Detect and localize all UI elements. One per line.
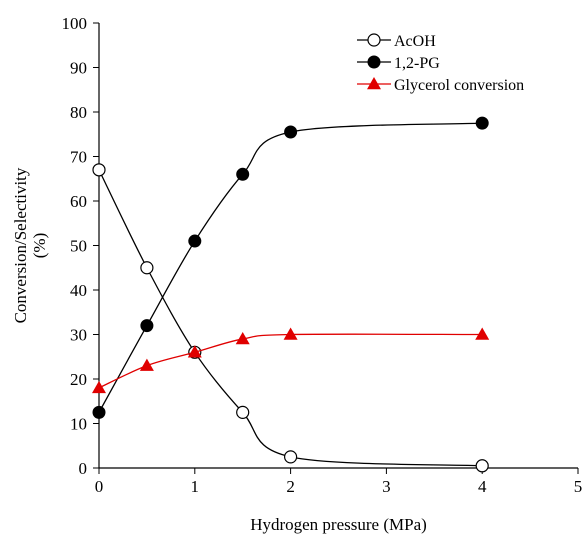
legend-label-1-2-pg: 1,2-PG [394,55,440,72]
y-tick-label: 20 [70,370,87,389]
data-point-glycerol-conversion [475,327,490,340]
x-tick-label: 3 [382,477,391,496]
data-point-1-2-pg [284,125,298,139]
y-tick-label: 30 [70,326,87,345]
data-point-acoh [284,450,298,464]
series-line-1-2-pg [98,122,483,413]
y-tick-label: 10 [70,415,87,434]
legend-label-glycerol-conversion: Glycerol conversion [394,77,524,94]
y-tick-label: 90 [70,59,87,78]
x-axis-label: Hydrogen pressure (MPa) [250,515,427,534]
data-point-glycerol-conversion [235,331,250,345]
tick-labels: 0 10 20 30 40 50 60 70 80 90 100 0 1 2 3 4 5 [62,14,583,496]
x-tick-label: 1 [191,477,200,496]
y-tick-label: 60 [70,192,87,211]
legend-marker-acoh [367,33,381,47]
legend-label-acoh: AcOH [394,33,436,50]
data-point-acoh [140,261,154,275]
data-point-glycerol-conversion [92,380,106,394]
data-point-1-2-pg [92,405,106,419]
series-line-acoh [98,169,483,467]
data-point-1-2-pg [475,116,489,130]
x-tick-label: 4 [478,477,487,496]
y-tick-label: 70 [70,148,87,167]
data-point-glycerol-conversion [139,358,154,371]
legend: AcOH 1,2-PG Glycerol conversion [357,33,524,94]
x-tick-label: 2 [286,477,295,496]
y-axis-label-line: Conversion/Selectivity [11,167,30,323]
y-axis-label: Conversion/Selectivity(%) [11,167,49,323]
data-point-acoh [236,405,250,419]
y-tick-label: 50 [70,237,87,256]
data-point-glycerol-conversion [187,345,202,358]
legend-marker-glycerol-conversion [367,77,381,90]
x-tick-label: 0 [95,477,104,496]
y-tick-label: 80 [70,103,87,122]
data-point-1-2-pg [140,319,154,333]
legend-marker-1-2-pg [367,55,381,69]
data-point-glycerol-conversion [283,327,298,340]
y-tick-label: 0 [79,459,88,478]
series-layer [92,116,490,473]
data-point-1-2-pg [188,234,202,248]
y-tick-label: 100 [62,14,88,33]
y-axis-label-line: (%) [30,233,49,258]
data-point-acoh [92,163,106,177]
data-point-1-2-pg [236,167,250,181]
series-line-glycerol-conversion [98,333,483,389]
axes [93,22,579,474]
x-tick-label: 5 [574,477,583,496]
y-tick-label: 40 [70,281,87,300]
data-point-acoh [475,459,489,473]
